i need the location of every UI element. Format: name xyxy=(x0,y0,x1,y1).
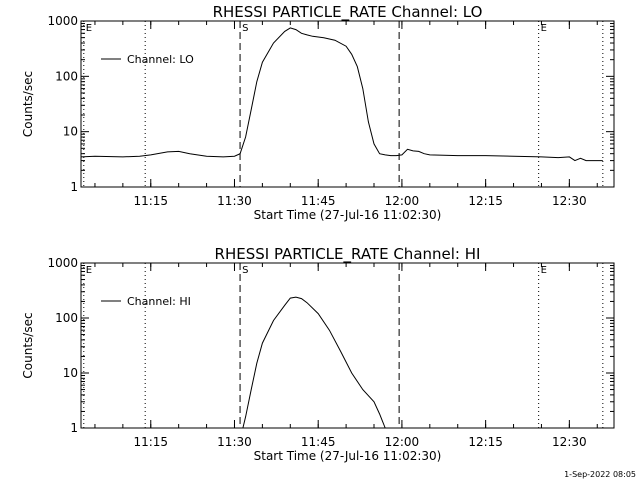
chart-panel-0: RHESSI PARTICLE_RATE Channel: LO Counts/s… xyxy=(21,3,615,222)
y-tick-label: 10 xyxy=(63,366,78,380)
legend-label: Channel: HI xyxy=(127,295,191,308)
marker-label: S xyxy=(242,265,248,276)
x-tick-label: 11:30 xyxy=(217,435,252,449)
x-tick-label: 12:30 xyxy=(552,435,587,449)
x-tick-label: 11:45 xyxy=(301,435,336,449)
y-tick-label: 100 xyxy=(55,311,78,325)
y-axis-label: Counts/sec xyxy=(21,71,35,137)
x-tick-label: 12:30 xyxy=(552,194,587,208)
x-tick-label: 12:00 xyxy=(385,194,420,208)
y-tick-label: 100 xyxy=(55,69,78,83)
y-tick-label: 1000 xyxy=(47,256,78,270)
plot-frame xyxy=(80,262,615,429)
plot-frame xyxy=(80,20,615,188)
chart-title: RHESSI PARTICLE_RATE Channel: LO xyxy=(213,3,483,22)
x-axis-label: Start Time (27-Jul-16 11:02:30) xyxy=(254,208,442,222)
plot-timestamp: 1-Sep-2022 08:05 xyxy=(564,470,636,479)
x-tick-label: 11:45 xyxy=(301,194,336,208)
legend-label: Channel: LO xyxy=(127,53,194,66)
y-tick-label: 10 xyxy=(63,125,78,139)
x-tick-label: 11:30 xyxy=(217,194,252,208)
x-tick-label: 12:00 xyxy=(385,435,420,449)
y-tick-label: 1 xyxy=(70,421,78,435)
y-tick-label: 1 xyxy=(70,180,78,194)
marker-label: E xyxy=(541,23,547,34)
marker-label: E xyxy=(86,265,92,276)
y-axis-label: Counts/sec xyxy=(21,312,35,378)
x-tick-label: 12:15 xyxy=(468,194,503,208)
x-axis-label: Start Time (27-Jul-16 11:02:30) xyxy=(254,449,442,463)
x-tick-label: 11:15 xyxy=(133,435,168,449)
marker-label: E xyxy=(86,23,92,34)
marker-label: S xyxy=(242,23,248,34)
chart-title: RHESSI PARTICLE_RATE Channel: HI xyxy=(215,245,481,264)
x-tick-label: 11:15 xyxy=(133,194,168,208)
y-tick-label: 1000 xyxy=(47,14,78,28)
series-line xyxy=(80,27,603,162)
series-line xyxy=(242,296,386,429)
chart-panel-1: RHESSI PARTICLE_RATE Channel: HI Counts/s… xyxy=(21,245,615,463)
x-tick-label: 12:15 xyxy=(468,435,503,449)
marker-label: E xyxy=(541,265,547,276)
